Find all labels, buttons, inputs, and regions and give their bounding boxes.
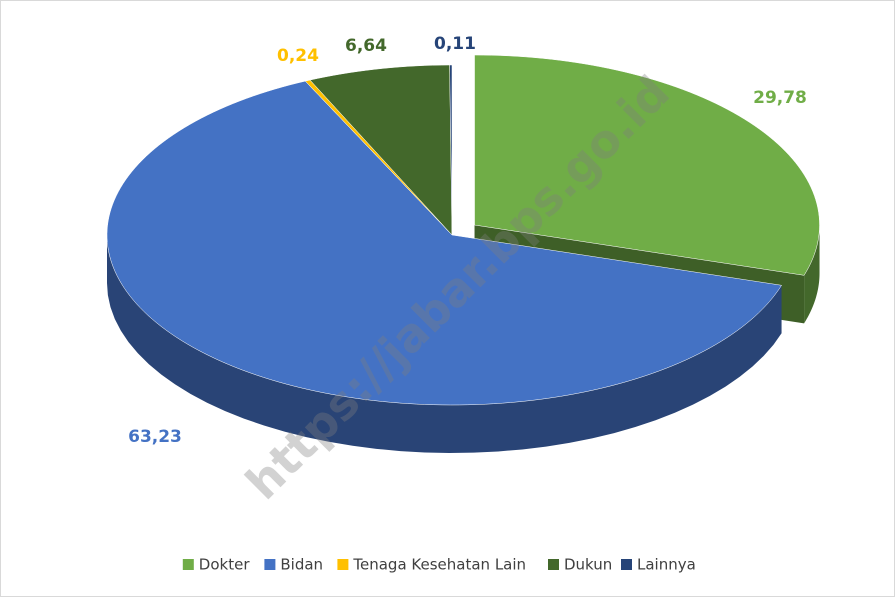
slice <box>106 80 782 406</box>
legend-label: Bidan <box>280 556 323 574</box>
value-label: 6,64 <box>345 36 387 56</box>
slice-side <box>804 225 820 324</box>
value-label: 0,11 <box>434 34 476 54</box>
slice <box>474 54 820 276</box>
slice <box>449 64 453 236</box>
legend-swatch <box>548 559 559 570</box>
legend-swatch <box>337 559 349 570</box>
slice-side <box>107 235 782 453</box>
value-label: 63,23 <box>128 427 182 447</box>
legend-swatch <box>182 559 194 570</box>
legend-label: Tenaga Kesehatan Lain <box>352 556 526 574</box>
legend: Dokter Bidan Tenaga Kesehatan Lain Dukun Lai… <box>182 556 696 574</box>
slice <box>309 64 453 236</box>
pie <box>106 54 820 453</box>
legend-label: Dokter <box>199 556 251 574</box>
value-label: 29,78 <box>753 88 807 108</box>
value-label: 0,24 <box>277 46 319 66</box>
legend-label: Dukun <box>564 556 612 574</box>
legend-swatch <box>264 559 276 570</box>
legend-label: Lainnya <box>637 556 696 574</box>
legend-swatch <box>621 559 632 570</box>
